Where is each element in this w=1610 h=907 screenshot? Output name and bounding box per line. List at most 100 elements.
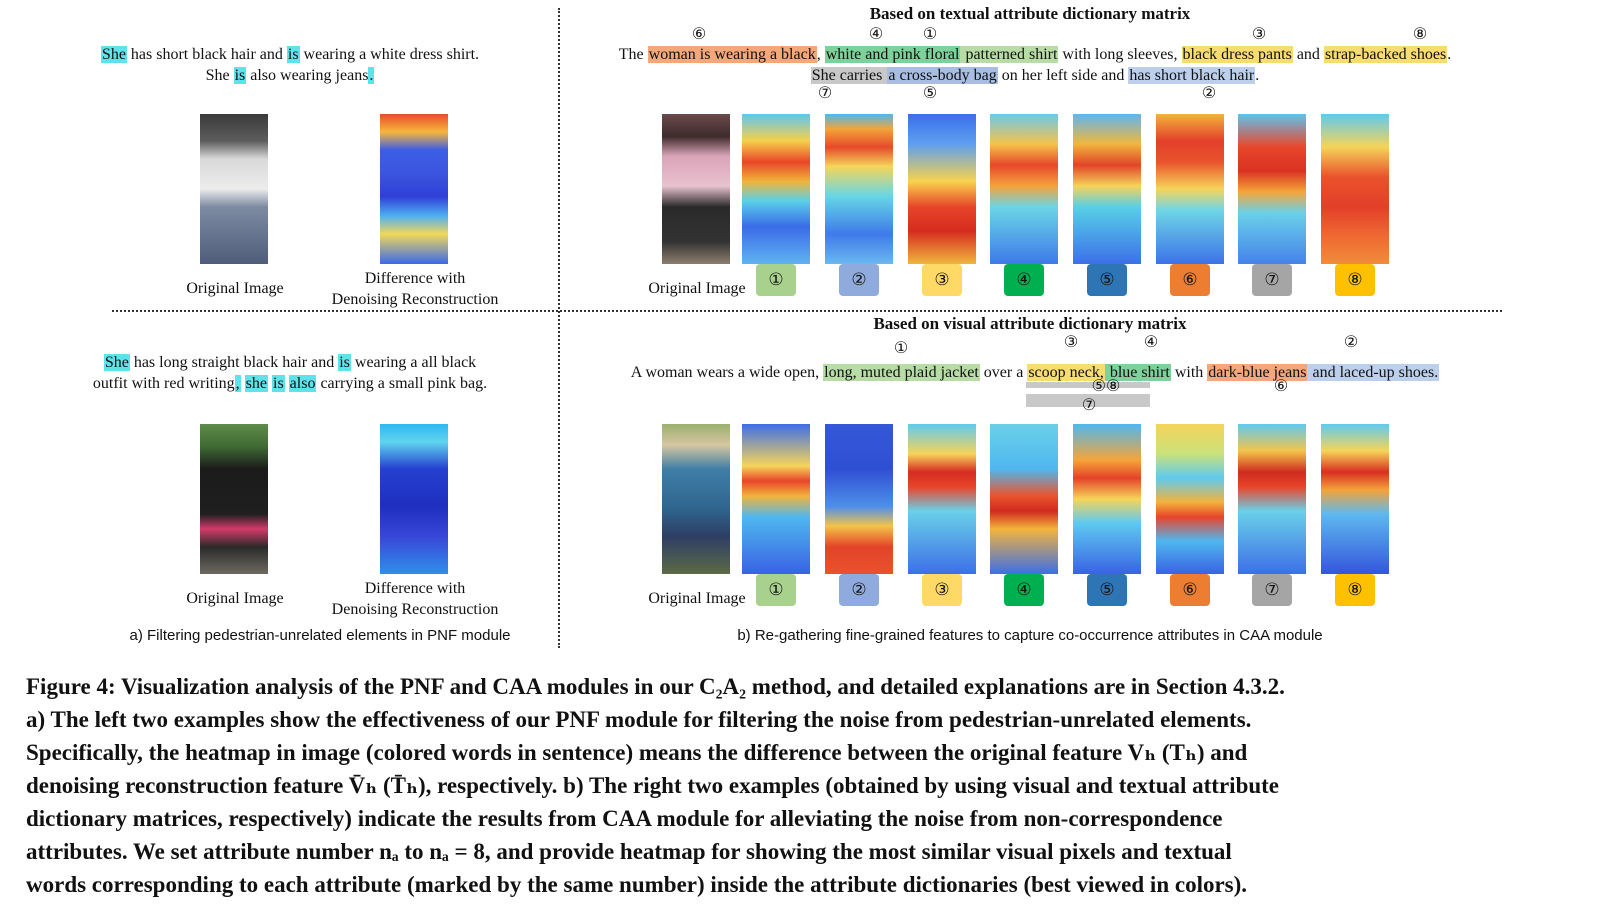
highlighted-phrase: is bbox=[233, 67, 247, 84]
bottom-right-underbar bbox=[1026, 382, 1150, 388]
figure-caption: Figure 4: Visualization analysis of the … bbox=[26, 670, 1596, 901]
highlighted-phrase: patterned shirt bbox=[960, 46, 1059, 63]
top-left-sentence-line2: She is also wearing jeans. bbox=[60, 65, 520, 86]
bottom-right-attribute-badge: ① bbox=[756, 574, 796, 606]
top-right-sentence-line2: She carries a cross-body bag on her left… bbox=[570, 65, 1500, 86]
bottom-left-diff-label-2: Denoising Reconstruction bbox=[331, 601, 499, 618]
sentence-text: has short black hair and bbox=[126, 46, 287, 63]
bottom-left-original-photo bbox=[200, 424, 268, 574]
bottom-left-sentence: She has long straight black hair and is … bbox=[60, 352, 520, 394]
top-right-mark-1: ① bbox=[922, 26, 938, 43]
top-right-header: Based on textual attribute dictionary ma… bbox=[869, 4, 1191, 23]
sentence-text: wearing a all black bbox=[350, 354, 477, 371]
top-right-attribute-heatmap bbox=[1073, 114, 1141, 264]
bottom-right-attribute-badge: ③ bbox=[922, 574, 962, 606]
top-right-attribute-badge: ⑤ bbox=[1087, 264, 1127, 296]
top-right-attribute-badge: ⑧ bbox=[1335, 264, 1375, 296]
top-right-attribute-heatmap bbox=[1238, 114, 1306, 264]
highlighted-phrase: woman is wearing a black bbox=[647, 46, 817, 63]
bottom-left-diff-label-1: Difference with bbox=[364, 580, 466, 597]
highlighted-phrase: She bbox=[103, 354, 130, 371]
sentence-text: wearing a white dress shirt. bbox=[299, 46, 480, 63]
sentence-text: The bbox=[618, 46, 648, 63]
top-left-diff-label-2: Denoising Reconstruction bbox=[331, 291, 499, 308]
highlighted-phrase: She carries bbox=[810, 67, 888, 84]
top-right-mark-3: ③ bbox=[1251, 26, 1267, 43]
highlighted-phrase: strap-backed shoes bbox=[1323, 46, 1448, 63]
vertical-divider bbox=[558, 8, 560, 648]
bottom-right-original-photo bbox=[662, 424, 730, 574]
bottom-right-attribute-heatmap bbox=[825, 424, 893, 574]
sentence-text: over a bbox=[979, 364, 1028, 381]
top-right-mark-2: ② bbox=[1201, 85, 1217, 102]
top-left-diff-label-1: Difference with bbox=[364, 270, 466, 287]
bottom-right-attribute-badge: ⑦ bbox=[1252, 574, 1292, 606]
sentence-text: with long sleeves, bbox=[1058, 46, 1182, 63]
bottom-right-attribute-heatmap bbox=[1156, 424, 1224, 574]
top-right-attribute-badge: ① bbox=[756, 264, 796, 296]
highlighted-phrase: is bbox=[338, 354, 351, 371]
bottom-left-difference-heatmap bbox=[380, 424, 448, 574]
top-right-attribute-heatmap bbox=[742, 114, 810, 264]
top-left-difference-heatmap bbox=[380, 114, 448, 264]
sentence-text: has long straight black hair and bbox=[129, 354, 339, 371]
bottom-right-attribute-heatmap bbox=[1238, 424, 1306, 574]
top-left-original-photo bbox=[200, 114, 268, 264]
sentence-text: also wearing jeans bbox=[246, 67, 369, 84]
highlighted-phrase: is bbox=[272, 375, 285, 392]
highlighted-phrase: scoop neck, bbox=[1027, 364, 1105, 381]
top-left-diff-label: Difference with Denoising Reconstruction bbox=[305, 268, 525, 310]
caption-line-4: denoising reconstruction feature V̄ₕ (T̄… bbox=[26, 773, 1280, 798]
highlighted-phrase: blue shirt bbox=[1104, 364, 1171, 381]
sentence-text: A woman wears a wide open, bbox=[630, 364, 824, 381]
bottom-right-attribute-heatmap bbox=[908, 424, 976, 574]
bottom-right-attribute-heatmap bbox=[1321, 424, 1389, 574]
sentence-text: and bbox=[1292, 46, 1324, 63]
bottom-right-mark-7: ⑦ bbox=[1081, 397, 1097, 414]
top-left-sentence: She has short black hair and is wearing … bbox=[60, 44, 520, 86]
highlighted-phrase: has short black hair bbox=[1128, 67, 1256, 84]
sentence-text: . bbox=[1255, 67, 1260, 84]
sentence-text: outfit with red writing bbox=[92, 375, 235, 392]
bottom-right-attribute-badge: ⑧ bbox=[1335, 574, 1375, 606]
bottom-right-attribute-heatmap bbox=[1073, 424, 1141, 574]
highlighted-phrase: . bbox=[368, 67, 375, 84]
bottom-right-mark-1: ① bbox=[893, 340, 909, 357]
top-right-attribute-heatmap bbox=[825, 114, 893, 264]
highlighted-phrase: dark-blue jeans bbox=[1207, 364, 1308, 381]
bottom-left-sentence-line2: outfit with red writing, she is also car… bbox=[60, 373, 520, 394]
bottom-right-attribute-badge: ⑥ bbox=[1170, 574, 1210, 606]
sentence-text: . bbox=[1447, 46, 1452, 63]
top-right-mark-7: ⑦ bbox=[817, 85, 833, 102]
bottom-right-mark-5-8: ⑤⑧ bbox=[1091, 378, 1121, 395]
bottom-right-sentence: A woman wears a wide open, long, muted p… bbox=[570, 362, 1500, 383]
caption-line-7: words corresponding to each attribute (m… bbox=[26, 872, 1248, 897]
top-right-original-photo bbox=[662, 114, 730, 264]
sentence-text: with bbox=[1170, 364, 1208, 381]
bottom-left-sentence-line1: She has long straight black hair and is … bbox=[60, 352, 520, 373]
bottom-right-mark-2: ② bbox=[1343, 334, 1359, 351]
top-right-attribute-badge: ② bbox=[839, 264, 879, 296]
highlighted-phrase: long, muted plaid jacket bbox=[823, 364, 980, 381]
horizontal-divider bbox=[112, 310, 1502, 312]
caption-line-3: Specifically, the heatmap in image (colo… bbox=[26, 740, 1248, 765]
top-right-attribute-badge: ④ bbox=[1004, 264, 1044, 296]
highlighted-phrase: black dress pants bbox=[1181, 46, 1293, 63]
top-right-attribute-heatmap bbox=[908, 114, 976, 264]
top-right-attribute-heatmap bbox=[1156, 114, 1224, 264]
bottom-right-attribute-badge: ④ bbox=[1004, 574, 1044, 606]
highlighted-phrase: is bbox=[286, 46, 300, 63]
top-right-attribute-badge: ⑦ bbox=[1252, 264, 1292, 296]
highlighted-phrase: She bbox=[100, 46, 127, 63]
top-right-attribute-badge: ③ bbox=[922, 264, 962, 296]
caption-line-2: a) The left two examples show the effect… bbox=[26, 707, 1252, 732]
bottom-left-original-label: Original Image bbox=[186, 590, 284, 607]
top-right-mark-8: ⑧ bbox=[1412, 26, 1428, 43]
bottom-right-attribute-heatmap bbox=[990, 424, 1058, 574]
highlighted-phrase: also bbox=[288, 375, 317, 392]
top-right-attribute-heatmap bbox=[990, 114, 1058, 264]
subcaption-b: b) Re-gathering fine-grained features to… bbox=[737, 627, 1323, 644]
bottom-right-mark-3: ③ bbox=[1063, 334, 1079, 351]
bottom-right-mark-4: ④ bbox=[1143, 334, 1159, 351]
top-right-attribute-heatmap bbox=[1321, 114, 1389, 264]
